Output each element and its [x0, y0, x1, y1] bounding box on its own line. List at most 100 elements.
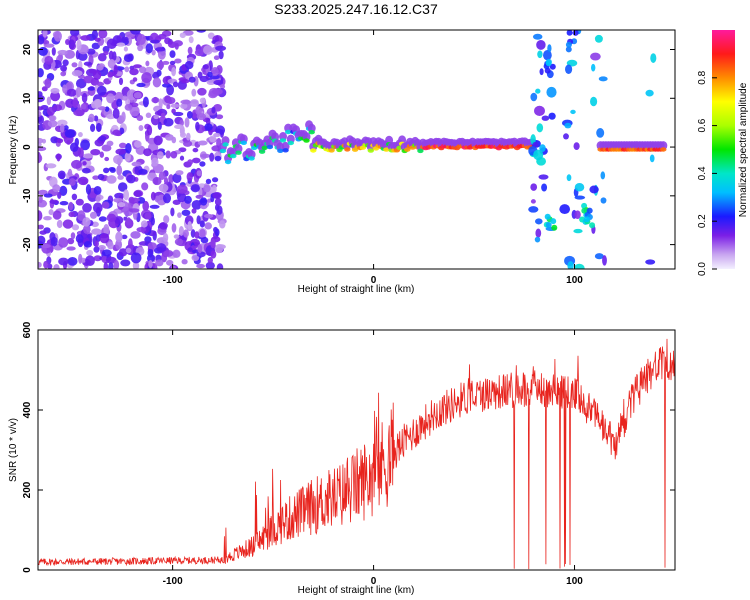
noise-blob: [175, 170, 184, 176]
snr-x-tick-label: 0: [371, 576, 377, 587]
feature-blob: [589, 222, 596, 229]
track-blob: [248, 156, 255, 161]
noise-blob: [158, 171, 166, 181]
noise-blob: [130, 30, 141, 35]
colorbar-ticks: 0.0 0.2 0.4 0.6 0.8: [697, 70, 717, 276]
snr-x-ticks: -100 0 100: [163, 330, 583, 587]
noise-blob: [135, 145, 146, 155]
noise-blob: [75, 198, 84, 206]
noise-blob: [96, 85, 107, 96]
noise-blob: [190, 184, 200, 193]
noise-blob: [538, 174, 549, 180]
noise-blob: [52, 104, 63, 112]
spectrogram-y-tick-label: 20: [22, 44, 33, 56]
noise-blob: [70, 30, 80, 37]
noise-blob: [145, 43, 153, 54]
noise-blob: [573, 228, 583, 234]
noise-blob: [39, 230, 47, 235]
noise-blob: [191, 88, 197, 97]
noise-blob: [97, 53, 107, 62]
noise-blob: [191, 157, 201, 164]
noise-blob: [191, 199, 203, 210]
feature-blob: [565, 41, 572, 48]
noise-blob: [52, 210, 62, 220]
noise-blob: [199, 228, 206, 238]
noise-blob: [183, 140, 193, 147]
track-blob: [219, 148, 227, 154]
colorbar-label: Normalized spectral amplitude: [738, 82, 749, 217]
noise-blob: [62, 219, 74, 229]
noise-blob: [187, 220, 192, 231]
noise-blob: [574, 210, 581, 220]
noise-blob: [59, 123, 65, 133]
noise-blob: [211, 67, 219, 77]
noise-blob: [126, 174, 136, 184]
noise-blob: [200, 197, 208, 206]
noise-blob: [76, 39, 82, 51]
track-blob: [258, 149, 266, 154]
noise-blob: [183, 229, 189, 238]
noise-blob: [66, 88, 77, 97]
noise-blob: [94, 37, 101, 42]
snr-y-tick-label: 200: [22, 481, 33, 498]
snr-y-tick-label: 600: [22, 321, 33, 338]
noise-blob: [173, 111, 184, 117]
track-blob: [344, 147, 351, 152]
noise-blob: [44, 55, 54, 65]
noise-blob: [158, 98, 163, 109]
noise-blob: [38, 114, 45, 125]
noise-blob: [107, 241, 114, 250]
noise-blob: [136, 226, 147, 233]
noise-blob: [191, 208, 197, 214]
noise-blob: [152, 71, 160, 79]
track-blob: [277, 148, 284, 153]
noise-blob: [46, 96, 52, 106]
noise-blob: [589, 185, 599, 194]
noise-blob: [82, 202, 92, 213]
noise-blob: [75, 86, 82, 98]
noise-blob: [62, 59, 69, 67]
noise-blob: [105, 256, 117, 264]
noise-blob: [106, 140, 114, 147]
noise-blob: [71, 70, 83, 77]
snr-y-label: SNR (10 * v/v): [8, 418, 19, 482]
noise-blob: [65, 82, 73, 90]
noise-blob: [142, 200, 150, 212]
noise-blob: [211, 88, 223, 95]
noise-blob: [116, 165, 123, 176]
noise-blob: [195, 105, 202, 116]
noise-blob: [59, 185, 68, 196]
noise-blob: [530, 183, 538, 191]
noise-blob: [157, 121, 162, 130]
snr-x-tick-label: 100: [566, 576, 583, 587]
noise-blob: [48, 209, 54, 216]
noise-blob: [145, 112, 152, 119]
feature-blob: [586, 207, 593, 214]
noise-blob: [117, 175, 124, 180]
noise-blob: [52, 184, 61, 193]
noise-blob: [38, 46, 48, 56]
noise-blob: [159, 222, 168, 230]
colorbar-tick-label: 0.2: [697, 214, 708, 228]
noise-blob: [62, 84, 68, 94]
noise-blob: [138, 124, 144, 132]
noise-blob: [181, 258, 188, 265]
noise-blob: [38, 110, 42, 117]
feature-blob: [581, 207, 588, 214]
noise-blob: [104, 106, 110, 112]
noise-blob: [141, 182, 149, 191]
noise-blob: [180, 103, 188, 109]
noise-blob: [43, 215, 52, 221]
noise-blob: [197, 71, 203, 79]
noise-blob: [151, 49, 156, 56]
noise-blob: [77, 132, 83, 138]
noise-blob: [141, 72, 152, 84]
noise-blob: [600, 171, 606, 180]
noise-blob: [77, 51, 88, 61]
snr-y-tick-label: 400: [22, 401, 33, 418]
noise-blob: [165, 150, 171, 159]
noise-blob: [65, 39, 70, 45]
noise-blob: [166, 104, 171, 110]
noise-blob: [94, 99, 103, 108]
noise-blob: [128, 238, 133, 250]
